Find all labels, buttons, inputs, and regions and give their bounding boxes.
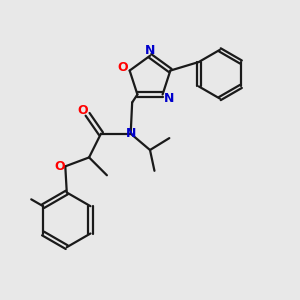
Text: N: N [164,92,174,105]
Text: N: N [125,127,136,140]
Text: O: O [78,104,88,117]
Text: N: N [145,44,155,57]
Text: O: O [55,160,65,173]
Text: O: O [118,61,128,74]
